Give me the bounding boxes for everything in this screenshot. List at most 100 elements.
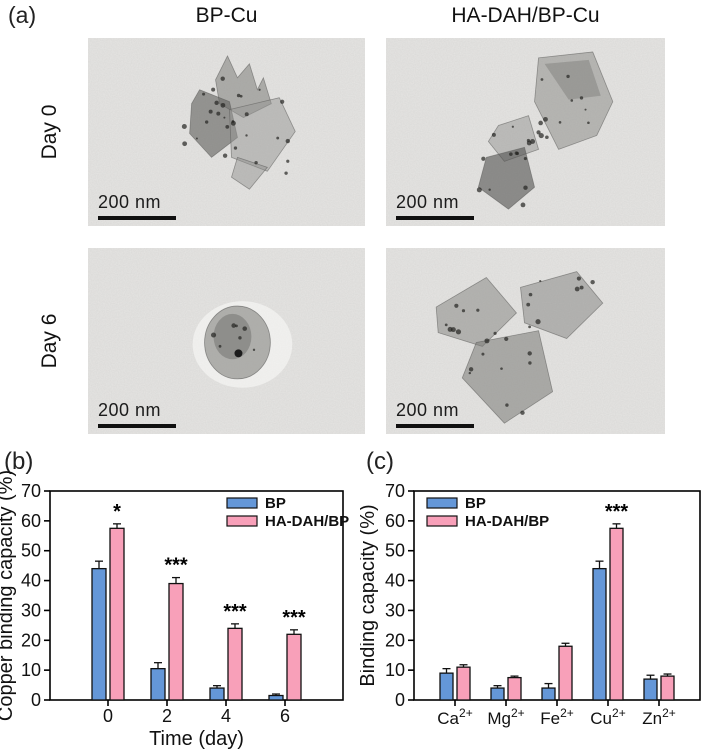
plot-frame bbox=[49, 490, 344, 701]
significance-marker: *** bbox=[282, 607, 306, 629]
legend-swatch bbox=[426, 497, 458, 509]
x-tick-label: Zn2+ bbox=[642, 706, 676, 728]
y-tick-label: 40 bbox=[21, 571, 41, 591]
bar bbox=[609, 527, 624, 701]
bar bbox=[558, 645, 573, 701]
y-tick-label: 10 bbox=[385, 660, 405, 680]
x-tick-label: Cu2+ bbox=[590, 706, 625, 728]
scale-bar-line bbox=[98, 216, 176, 220]
scale-bar-line bbox=[98, 424, 176, 428]
y-tick-label: 60 bbox=[385, 511, 405, 531]
column-header-hadah-bp-cu: HA-DAH/BP-Cu bbox=[451, 4, 600, 27]
x-axis: Ca2+ Mg2+ Fe2+ Cu2+ Zn2+ bbox=[437, 700, 676, 728]
scale-bar-label: 200 nm bbox=[396, 192, 460, 212]
nanoparticle-dots bbox=[181, 76, 290, 175]
tem-micrograph bbox=[88, 38, 365, 226]
y-tick-label: 60 bbox=[21, 511, 41, 531]
row-label-day6: Day 6 bbox=[38, 313, 61, 369]
scale-bar: 200 nm bbox=[396, 400, 474, 428]
tem-micrograph bbox=[88, 248, 365, 434]
scale-bar: 200 nm bbox=[98, 400, 176, 428]
legend-swatch bbox=[226, 515, 258, 527]
y-axis: 0 10 20 30 40 50 60 70 bbox=[385, 481, 414, 710]
x-tick-label: Mg2+ bbox=[487, 706, 524, 728]
nanosheet-flakes bbox=[477, 51, 614, 210]
scale-bar-label: 200 nm bbox=[396, 400, 460, 420]
scale-bar-line bbox=[396, 216, 474, 220]
bar bbox=[541, 687, 556, 701]
legend-swatch bbox=[226, 497, 258, 509]
scale-bar: 200 nm bbox=[396, 192, 474, 220]
legend-label: BP bbox=[465, 495, 486, 512]
bar bbox=[490, 687, 505, 701]
x-tick-label: 4 bbox=[221, 706, 231, 726]
nanoparticle-dots bbox=[476, 74, 590, 208]
bar bbox=[227, 627, 243, 701]
degraded-particle bbox=[192, 301, 293, 388]
y-tick-label: 20 bbox=[385, 630, 405, 650]
tem-image-hadah-day6: 200 nm bbox=[386, 248, 665, 434]
y-tick-label: 30 bbox=[385, 600, 405, 620]
bar bbox=[168, 582, 184, 701]
y-tick-label: 0 bbox=[395, 690, 405, 710]
y-tick-label: 70 bbox=[385, 481, 405, 501]
bars-HA-DAH/BP bbox=[109, 523, 302, 701]
significance-marker: *** bbox=[223, 601, 247, 623]
scale-bar-label: 200 nm bbox=[98, 192, 162, 212]
column-header-bp-cu: BP-Cu bbox=[195, 4, 258, 27]
y-tick-label: 70 bbox=[21, 481, 41, 501]
nanoparticle-dots bbox=[210, 323, 256, 352]
nanoparticle-dots bbox=[444, 276, 595, 415]
y-tick-label: 0 bbox=[31, 690, 41, 710]
panel-a-label: (a) bbox=[8, 2, 37, 28]
y-tick-label: 30 bbox=[21, 600, 41, 620]
bars-BP bbox=[91, 560, 284, 701]
x-tick-label: Fe2+ bbox=[540, 706, 574, 728]
tem-image-hadah-day0: 200 nm bbox=[386, 38, 665, 226]
significance-marker: * bbox=[113, 501, 121, 523]
y-axis-title: Binding capacity (%) bbox=[360, 504, 379, 686]
bar bbox=[268, 694, 284, 701]
tem-micrograph bbox=[386, 38, 665, 226]
bar bbox=[209, 687, 225, 701]
bar bbox=[660, 675, 675, 701]
y-tick-label: 50 bbox=[385, 541, 405, 561]
bars-BP bbox=[439, 560, 658, 701]
x-tick-label: 6 bbox=[280, 706, 290, 726]
bar bbox=[91, 567, 107, 701]
bar bbox=[150, 667, 166, 701]
chart-binding-capacity-by-ion: 0 10 20 30 40 50 60 70 Ca2+ Mg2+ Fe2+ Cu2+ Zn2+ *** BP… bbox=[360, 481, 701, 728]
significance-markers: ******* *** bbox=[113, 501, 306, 629]
tem-micrograph bbox=[386, 248, 665, 434]
bar bbox=[439, 672, 454, 701]
y-axis-title: Copper binding capacity (%) bbox=[0, 470, 17, 721]
bar bbox=[286, 633, 302, 701]
bar bbox=[109, 527, 125, 701]
scale-bar-line bbox=[396, 424, 474, 428]
legend-label: BP bbox=[265, 495, 286, 512]
tem-image-bpcu-day6: 200 nm bbox=[88, 248, 365, 434]
x-tick-label: 0 bbox=[103, 706, 113, 726]
x-axis: 0 2 4 6 bbox=[103, 700, 290, 726]
nanosheet-flakes bbox=[189, 54, 296, 190]
bar bbox=[507, 676, 522, 701]
significance-marker: *** bbox=[605, 501, 629, 523]
x-tick-label: 2 bbox=[162, 706, 172, 726]
y-axis: 0 10 20 30 40 50 60 70 bbox=[21, 481, 50, 710]
y-tick-label: 50 bbox=[21, 541, 41, 561]
scale-bar: 200 nm bbox=[98, 192, 176, 220]
scale-bar-label: 200 nm bbox=[98, 400, 162, 420]
tem-image-bpcu-day0: 200 nm bbox=[88, 38, 365, 226]
row-label-day0: Day 0 bbox=[38, 104, 61, 160]
legend-label: HA-DAH/BP bbox=[265, 513, 349, 530]
x-tick-label: Ca2+ bbox=[437, 706, 472, 728]
y-tick-label: 20 bbox=[21, 630, 41, 650]
legend-swatch bbox=[426, 515, 458, 527]
bar bbox=[456, 666, 471, 701]
y-tick-label: 10 bbox=[21, 660, 41, 680]
panel-c-label: (c) bbox=[366, 448, 394, 475]
